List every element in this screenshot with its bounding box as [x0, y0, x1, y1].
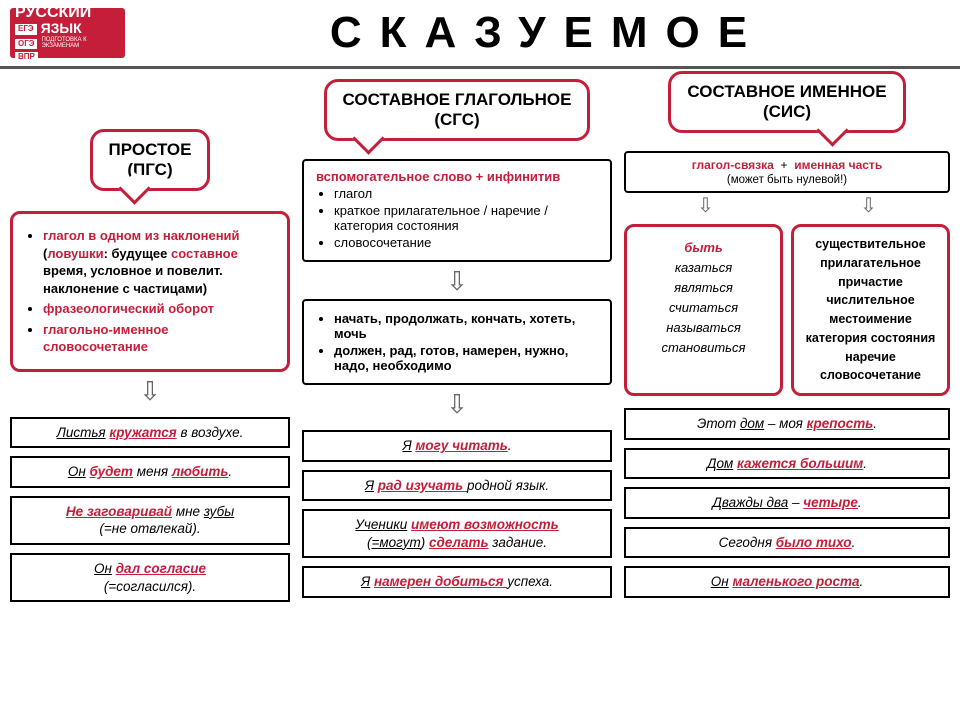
example: Сегодня было тихо. [624, 527, 950, 559]
sgs-words: начать, продолжать, кончать, хотеть, моч… [302, 299, 612, 385]
logo: РУССКИЙ ЕГЭ ЯЗЫК ОГЭ ПОДГОТОВКА К ЭКЗАМЕ… [10, 8, 125, 58]
col-sis: СОСТАВНОЕ ИМЕННОЕ (СИС) глагол-связка + … [624, 71, 950, 598]
col-simple: ПРОСТОЕ (ПГС) глагол в одном из наклонен… [10, 129, 290, 602]
nominal-parts: существительноеприлагательноепричастиечи… [791, 224, 950, 396]
example: Я могу читать. [302, 430, 612, 462]
logo-brand: РУССКИЙ [15, 4, 91, 21]
sis-formula: глагол-связка + именная часть (может быт… [624, 151, 950, 193]
arrow-down-icon: ⇩ [139, 376, 161, 407]
example: Этот дом – моя крепость. [624, 408, 950, 440]
example: Дважды два – четыре. [624, 487, 950, 519]
example: Он маленького роста. [624, 566, 950, 598]
main-title: СКАЗУЕМОЕ [145, 8, 950, 58]
example: Не заговаривай мне зубы(=не отвлекай). [10, 496, 290, 545]
bubble-sgs: СОСТАВНОЕ ГЛАГОЛЬНОЕ (СГС) [324, 79, 591, 141]
example: Ученики имеют возможность(=могут) сделат… [302, 509, 612, 558]
example: Он дал согласие(=согласился). [10, 553, 290, 602]
header: РУССКИЙ ЕГЭ ЯЗЫК ОГЭ ПОДГОТОВКА К ЭКЗАМЕ… [0, 0, 960, 69]
arrow-down-icon: ⇩ [446, 389, 468, 420]
logo-line2: ЯЗЫК [41, 21, 82, 36]
example: Листья кружатся в воздухе. [10, 417, 290, 449]
link-verbs: бытьказатьсяявлятьсясчитатьсяназыватьсяс… [624, 224, 783, 396]
bubble-pgs: ПРОСТОЕ (ПГС) [90, 129, 211, 191]
sgs-aux: вспомогательное слово + инфинитив глагол… [302, 159, 612, 262]
logo-sub: ПОДГОТОВКА К ЭКЗАМЕНАМ [41, 37, 120, 50]
pgs-info: глагол в одном из наклонений(ловушки: бу… [10, 211, 290, 372]
bubble-sis: СОСТАВНОЕ ИМЕННОЕ (СИС) [668, 71, 905, 133]
example: Я рад изучать родной язык. [302, 470, 612, 502]
col-sgs: СОСТАВНОЕ ГЛАГОЛЬНОЕ (СГС) вспомогательн… [302, 79, 612, 598]
arrow-down-icon: ⇩ [446, 266, 468, 297]
columns: ПРОСТОЕ (ПГС) глагол в одном из наклонен… [0, 69, 960, 612]
aux-header: вспомогательное слово + инфинитив [316, 169, 598, 184]
example: Я намерен добиться успеха. [302, 566, 612, 598]
logo-exams: ЕГЭ [15, 24, 37, 35]
example: Он будет меня любить. [10, 456, 290, 488]
example: Дом кажется большим. [624, 448, 950, 480]
arrows-split: ⇩⇩ [624, 193, 950, 218]
